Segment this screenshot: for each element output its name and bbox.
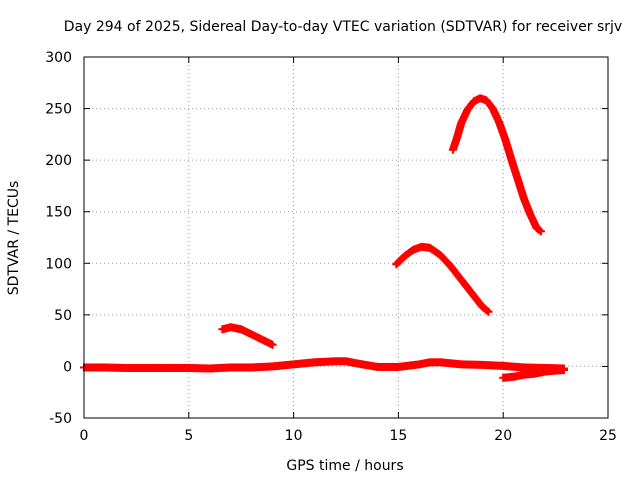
data-points	[80, 94, 568, 382]
y-tick-label: 250	[45, 102, 72, 118]
y-tick-label: 150	[45, 205, 72, 221]
y-axis-ticks: -50 0 50 100 150 200 250 300	[45, 50, 608, 427]
y-tick-label: -50	[49, 411, 72, 427]
x-tick-label: 0	[80, 428, 89, 444]
x-tick-label: 25	[599, 428, 617, 444]
y-tick-label: 300	[45, 50, 72, 66]
y-axis-label: SDTVAR / TECUs	[6, 181, 22, 296]
data-point	[484, 307, 493, 316]
data-point	[559, 366, 568, 375]
x-tick-label: 5	[184, 428, 193, 444]
y-tick-label: 0	[63, 359, 72, 375]
plot-frame	[83, 56, 609, 419]
data-point	[535, 226, 544, 235]
data-point	[268, 340, 277, 349]
data-point	[483, 306, 492, 315]
data-point	[536, 227, 545, 236]
x-tick-label: 20	[494, 428, 512, 444]
y-tick-label: 50	[54, 308, 72, 324]
x-tick-label: 15	[389, 428, 407, 444]
x-tick-label: 10	[285, 428, 303, 444]
chart-title: Day 294 of 2025, Sidereal Day-to-day VTE…	[64, 19, 622, 35]
y-tick-label: 200	[45, 153, 72, 169]
x-axis-label: GPS time / hours	[286, 458, 403, 474]
y-tick-label: 100	[45, 256, 72, 272]
